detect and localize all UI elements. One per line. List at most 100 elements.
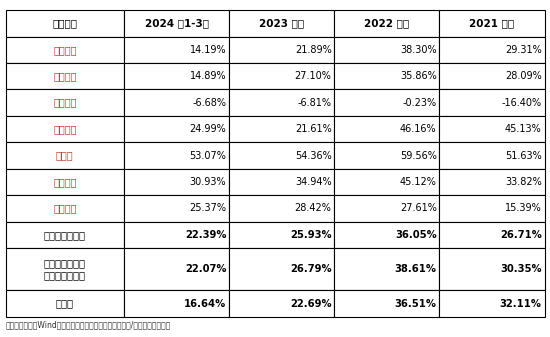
Text: 35.86%: 35.86% [400,71,437,81]
Bar [334,116,439,142]
Bar [439,169,544,195]
Bar [6,169,124,195]
Text: 32.11%: 32.11% [500,299,542,309]
Bar [334,89,439,116]
Text: 59.56%: 59.56% [400,151,437,160]
Bar [6,116,124,142]
Text: 公司名称: 公司名称 [52,18,78,28]
Bar [334,63,439,89]
Bar [439,169,544,195]
Bar [229,116,334,142]
Text: 16.64%: 16.64% [184,299,227,309]
Bar [229,222,334,248]
Text: 晶合集成: 晶合集成 [53,124,76,134]
Bar [439,89,544,116]
Bar [6,116,124,142]
Bar [334,248,439,290]
Bar [229,195,334,222]
Bar [6,195,124,222]
Text: 华虹公司: 华虹公司 [53,71,76,81]
Text: 14.19%: 14.19% [190,45,227,55]
Bar [439,142,544,169]
Bar [6,10,124,36]
Bar [334,36,439,63]
Bar [124,222,229,248]
Bar [229,248,334,290]
Text: 28.42%: 28.42% [295,204,332,213]
Text: 26.71%: 26.71% [500,230,542,240]
Bar [124,36,229,63]
Bar [334,63,439,89]
Bar [439,195,544,222]
Bar [229,63,334,89]
Bar [439,290,544,317]
Bar [124,10,229,36]
Text: 24.99%: 24.99% [190,124,227,134]
Bar [229,89,334,116]
Bar [439,10,544,36]
Bar [439,116,544,142]
Bar [439,142,544,169]
Text: -6.81%: -6.81% [298,98,332,108]
Bar [439,248,544,290]
Bar [229,63,334,89]
Text: 36.05%: 36.05% [395,230,437,240]
Bar [439,116,544,142]
Bar [124,248,229,290]
Bar [6,248,124,290]
Bar [334,222,439,248]
Bar [6,222,124,248]
Text: 2022 年度: 2022 年度 [364,18,409,28]
Bar [6,290,124,317]
Text: 可比公司平均值: 可比公司平均值 [44,230,86,240]
Bar [439,222,544,248]
Bar [229,169,334,195]
Bar [229,290,334,317]
Bar [229,10,334,36]
Bar [334,142,439,169]
Bar [229,116,334,142]
Bar [334,10,439,36]
Bar [229,195,334,222]
Bar [334,248,439,290]
Bar [124,116,229,142]
Text: 45.12%: 45.12% [400,177,437,187]
Bar [334,36,439,63]
Bar [124,142,229,169]
Text: 54.36%: 54.36% [295,151,332,160]
Text: 格罗方德: 格罗方德 [53,204,76,213]
Bar [124,290,229,317]
Bar [6,222,124,248]
Text: 38.30%: 38.30% [400,45,437,55]
Text: 30.93%: 30.93% [190,177,227,187]
Bar [6,63,124,89]
Text: 25.37%: 25.37% [189,204,227,213]
Bar [439,36,544,63]
Text: 36.51%: 36.51% [395,299,437,309]
Bar [6,36,124,63]
Text: 15.39%: 15.39% [505,204,542,213]
Bar [334,195,439,222]
Text: 53.07%: 53.07% [190,151,227,160]
Bar [334,290,439,317]
Text: 联华电子: 联华电子 [53,177,76,187]
Text: 25.93%: 25.93% [290,230,332,240]
Text: 30.35%: 30.35% [500,264,542,274]
Bar [229,142,334,169]
Bar [334,116,439,142]
Bar [124,290,229,317]
Bar [124,10,229,36]
Bar [124,89,229,116]
Text: 2023 年度: 2023 年度 [259,18,304,28]
Bar [6,290,124,317]
Text: 29.31%: 29.31% [505,45,542,55]
Text: 剔除芯联集成、
台积电后平均值: 剔除芯联集成、 台积电后平均值 [44,258,86,280]
Bar [229,36,334,63]
Bar [229,290,334,317]
Bar [124,248,229,290]
Bar [334,290,439,317]
Bar [124,195,229,222]
Bar [334,195,439,222]
Bar [6,89,124,116]
Text: 22.39%: 22.39% [185,230,227,240]
